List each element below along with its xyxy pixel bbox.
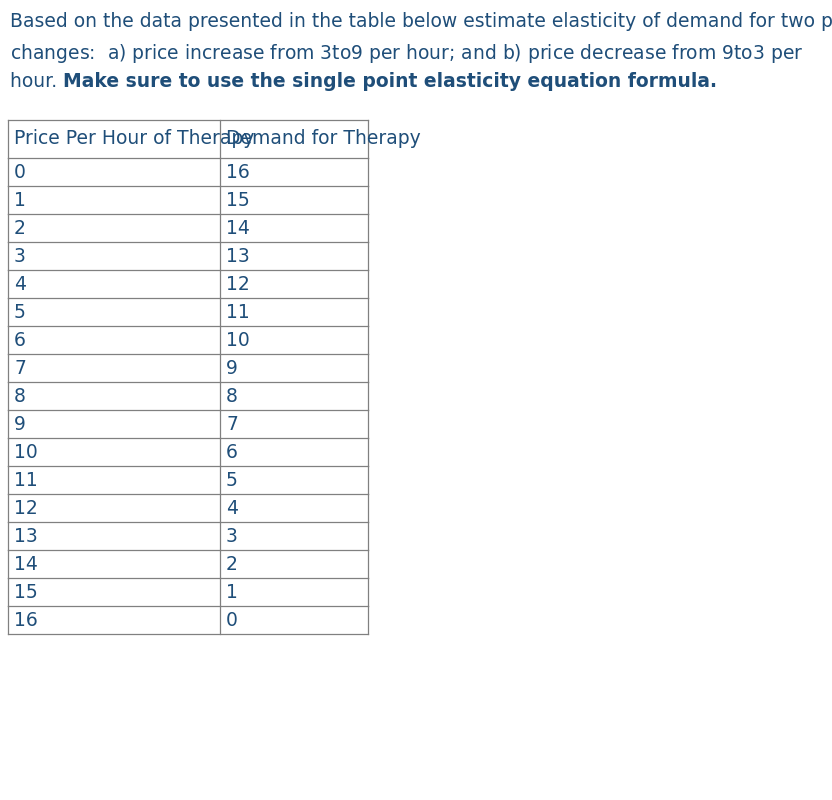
Text: 3: 3 xyxy=(226,526,238,546)
Text: 4: 4 xyxy=(226,498,238,518)
Text: 12: 12 xyxy=(226,274,250,294)
Text: 1: 1 xyxy=(226,582,238,602)
Text: 13: 13 xyxy=(226,246,250,266)
Text: 11: 11 xyxy=(14,470,37,490)
Text: 5: 5 xyxy=(226,470,238,490)
Text: 8: 8 xyxy=(14,386,26,406)
Text: Based on the data presented in the table below estimate elasticity of demand for: Based on the data presented in the table… xyxy=(10,12,832,31)
Text: hour.: hour. xyxy=(10,72,63,91)
Text: Demand for Therapy: Demand for Therapy xyxy=(226,130,421,149)
Text: Make sure to use the single point elasticity equation formula.: Make sure to use the single point elasti… xyxy=(63,72,717,91)
Text: 0: 0 xyxy=(14,162,26,182)
Text: 14: 14 xyxy=(14,554,38,574)
Text: 6: 6 xyxy=(14,330,26,350)
Text: 15: 15 xyxy=(226,190,250,210)
Text: 10: 10 xyxy=(226,330,250,350)
Text: 10: 10 xyxy=(14,442,37,462)
Text: 7: 7 xyxy=(226,414,238,434)
Text: 11: 11 xyxy=(226,302,250,322)
Text: 8: 8 xyxy=(226,386,238,406)
Text: 2: 2 xyxy=(226,554,238,574)
Text: 3: 3 xyxy=(14,246,26,266)
Text: Price Per Hour of Therapy: Price Per Hour of Therapy xyxy=(14,130,255,149)
Text: 16: 16 xyxy=(226,162,250,182)
Text: 9: 9 xyxy=(14,414,26,434)
Text: 5: 5 xyxy=(14,302,26,322)
Text: 1: 1 xyxy=(14,190,26,210)
Text: 9: 9 xyxy=(226,358,238,378)
Text: 7: 7 xyxy=(14,358,26,378)
Text: 6: 6 xyxy=(226,442,238,462)
Text: 13: 13 xyxy=(14,526,37,546)
Text: 12: 12 xyxy=(14,498,37,518)
Text: changes:  a) price increase from $3 to $9 per hour; and b) price decrease from $: changes: a) price increase from $3 to $9… xyxy=(10,42,804,65)
Text: 4: 4 xyxy=(14,274,26,294)
Text: 15: 15 xyxy=(14,582,37,602)
Text: 16: 16 xyxy=(14,610,37,630)
Text: 0: 0 xyxy=(226,610,238,630)
Text: 2: 2 xyxy=(14,218,26,238)
Text: 14: 14 xyxy=(226,218,250,238)
